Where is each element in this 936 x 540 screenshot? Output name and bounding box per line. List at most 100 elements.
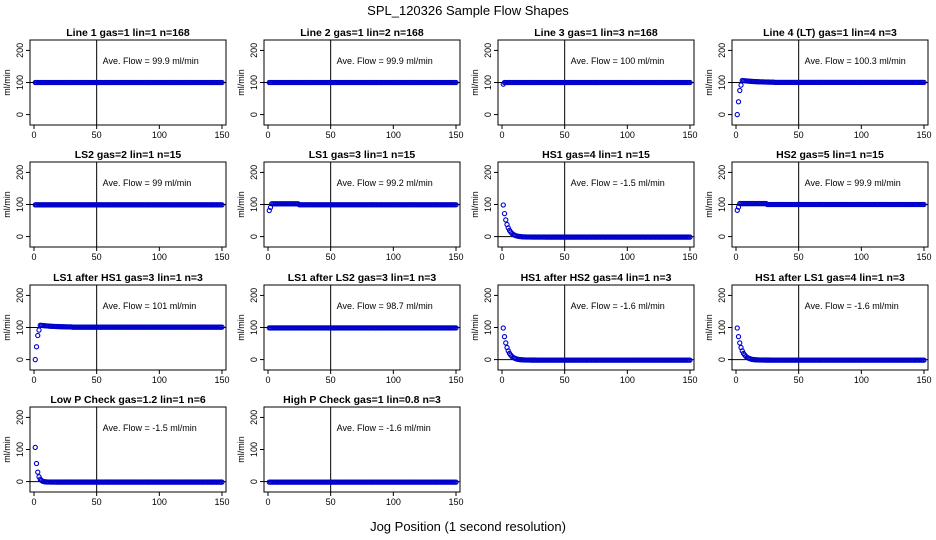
- x-tick-label: 0: [499, 375, 504, 385]
- panel-9: LS1 after HS1 gas=3 lin=1 n=3 0 50 100 150 0 1…: [2, 272, 230, 385]
- x-tick-label: 50: [92, 252, 102, 262]
- plot-frame: [497, 284, 695, 371]
- panel-title: HS2 gas=5 lin=1 n=15: [776, 149, 884, 161]
- panel-title: LS1 after HS1 gas=3 lin=1 n=3: [53, 272, 203, 284]
- panel-title: Line 4 (LT) gas=1 lin=4 n=3: [763, 27, 897, 39]
- y-axis-label: ml/min: [470, 314, 480, 341]
- ave-flow-annotation: Ave. Flow = 100.3 ml/min: [805, 56, 906, 66]
- data-point: [501, 333, 508, 340]
- panel-6: LS1 gas=3 lin=1 n=15 0 50 100 150 0 100 200 ml/m…: [236, 149, 464, 262]
- x-tick-label: 150: [448, 252, 463, 262]
- y-tick-label: 0: [717, 357, 727, 362]
- y-tick-label: 100: [483, 75, 493, 90]
- x-tick-label: 50: [560, 375, 570, 385]
- x-tick-label: 0: [265, 252, 270, 262]
- data-point: [737, 340, 743, 346]
- y-axis-label: ml/min: [236, 436, 246, 463]
- x-tick-label: 50: [92, 497, 102, 507]
- y-axis-label: ml/min: [2, 314, 12, 341]
- y-tick-label: 200: [483, 165, 493, 180]
- figure-title: SPL_120326 Sample Flow Shapes: [367, 3, 569, 18]
- data-points: [734, 77, 927, 118]
- data-point: [734, 111, 740, 118]
- x-tick-label: 0: [733, 375, 738, 385]
- y-tick-label: 200: [717, 288, 727, 303]
- x-tick-label: 150: [214, 497, 229, 507]
- x-tick-label: 100: [152, 252, 167, 262]
- x-tick-label: 150: [916, 375, 931, 385]
- x-tick-label: 100: [620, 130, 635, 140]
- data-points: [266, 201, 459, 214]
- data-point: [219, 324, 225, 330]
- data-point: [33, 344, 40, 350]
- x-tick-label: 50: [326, 375, 336, 385]
- x-tick-label: 0: [733, 130, 738, 140]
- y-tick-label: 200: [249, 43, 259, 58]
- data-points: [266, 479, 459, 485]
- data-points: [32, 202, 225, 208]
- panel-7: HS1 gas=4 lin=1 n=15 0 50 100 150 0 100 200 ml/m…: [470, 149, 698, 262]
- x-tick-label: 0: [265, 375, 270, 385]
- data-point: [219, 79, 225, 86]
- data-points: [500, 325, 693, 363]
- ave-flow-annotation: Ave. Flow = -1.6 ml/min: [571, 301, 665, 311]
- x-tick-label: 150: [448, 497, 463, 507]
- x-tick-label: 100: [386, 375, 401, 385]
- data-points: [500, 79, 693, 87]
- y-tick-label: 0: [717, 112, 727, 117]
- x-tick-label: 100: [854, 252, 869, 262]
- y-axis-label: ml/min: [704, 314, 714, 341]
- data-point: [453, 479, 459, 485]
- data-point: [35, 469, 41, 475]
- data-point: [36, 327, 42, 333]
- x-tick-label: 0: [31, 375, 36, 385]
- data-point: [738, 82, 744, 88]
- y-tick-label: 200: [483, 43, 493, 58]
- x-tick-label: 50: [92, 375, 102, 385]
- x-tick-label: 50: [794, 252, 804, 262]
- y-axis-label: ml/min: [704, 191, 714, 218]
- x-tick-label: 50: [560, 130, 570, 140]
- x-tick-label: 150: [214, 130, 229, 140]
- y-tick-label: 0: [249, 234, 259, 239]
- x-tick-label: 0: [265, 130, 270, 140]
- data-points: [500, 202, 693, 240]
- panel-1: Line 1 gas=1 lin=1 n=168 0 50 100 150 0 100 200…: [2, 27, 230, 140]
- x-tick-label: 50: [794, 130, 804, 140]
- y-axis-label: ml/min: [236, 314, 246, 341]
- x-tick-label: 100: [386, 130, 401, 140]
- y-tick-label: 0: [249, 479, 259, 484]
- x-tick-label: 150: [448, 130, 463, 140]
- x-tick-label: 100: [386, 252, 401, 262]
- y-axis-label: ml/min: [470, 191, 480, 218]
- ave-flow-annotation: Ave. Flow = 99.9 ml/min: [805, 178, 901, 188]
- panel-title: HS1 gas=4 lin=1 n=15: [542, 149, 650, 161]
- panel-8: HS2 gas=5 lin=1 n=15 0 50 100 150 0 100 200 ml/m…: [704, 149, 932, 262]
- ave-flow-annotation: Ave. Flow = -1.5 ml/min: [571, 178, 665, 188]
- y-tick-label: 200: [249, 165, 259, 180]
- panel-11: HS1 after HS2 gas=4 lin=1 n=3 0 50 100 150 0 1…: [470, 272, 698, 385]
- panel-10: LS1 after LS2 gas=3 lin=1 n=3 0 50 100 150 0 1…: [236, 272, 464, 385]
- plot-frame: [263, 406, 461, 493]
- data-point: [35, 332, 41, 339]
- x-tick-label: 0: [733, 252, 738, 262]
- y-axis-label: ml/min: [704, 69, 714, 96]
- x-tick-label: 150: [916, 130, 931, 140]
- panel-12: HS1 after LS1 gas=4 lin=1 n=3 0 50 100 150 0 1…: [704, 272, 932, 385]
- data-point: [503, 340, 509, 346]
- figure-x-axis-label: Jog Position (1 second resolution): [370, 519, 566, 534]
- y-tick-label: 200: [15, 410, 25, 425]
- x-tick-label: 100: [620, 252, 635, 262]
- data-point: [500, 202, 506, 208]
- ave-flow-annotation: Ave. Flow = 99 ml/min: [103, 178, 192, 188]
- y-tick-label: 100: [717, 197, 727, 212]
- y-tick-label: 0: [15, 234, 25, 239]
- plot-frame: [497, 161, 695, 248]
- ave-flow-annotation: Ave. Flow = -1.6 ml/min: [337, 423, 431, 433]
- data-point: [501, 210, 508, 217]
- data-points: [32, 79, 225, 86]
- plot-frame: [29, 406, 227, 493]
- data-point: [503, 217, 509, 223]
- x-tick-label: 100: [152, 130, 167, 140]
- data-point: [453, 325, 459, 331]
